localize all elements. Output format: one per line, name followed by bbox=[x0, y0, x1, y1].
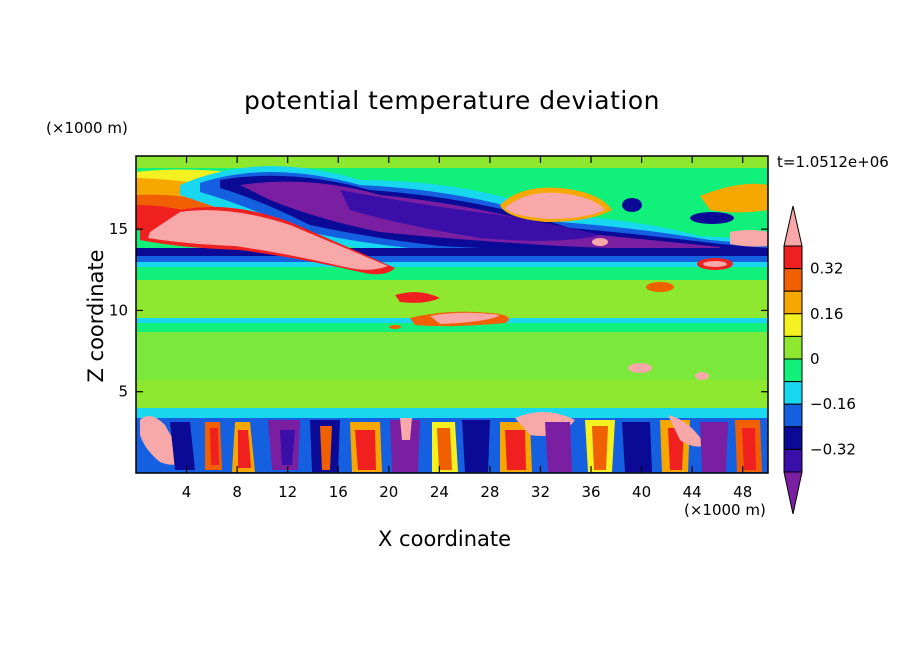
right-orange-cell bbox=[646, 282, 674, 292]
right-pink bbox=[730, 230, 768, 247]
x-tick-label: 28 bbox=[480, 483, 499, 501]
colorbar-swatch bbox=[783, 245, 803, 270]
colorbar-swatch bbox=[783, 335, 803, 360]
cold-purple-inner bbox=[340, 190, 600, 241]
colorbar-label: 0.32 bbox=[810, 260, 843, 278]
colorbar-label: 0.16 bbox=[810, 305, 843, 323]
right-blue-cell bbox=[622, 198, 642, 212]
colorbar-bottom-arrow bbox=[783, 471, 803, 515]
mid-pink-right bbox=[628, 363, 652, 373]
contour-field bbox=[136, 156, 768, 473]
colorbar-swatch bbox=[783, 381, 803, 405]
time-label: t=1.0512e+06 bbox=[777, 153, 889, 171]
right-pink-cell bbox=[703, 261, 727, 267]
y-tick-label: 5 bbox=[118, 383, 128, 401]
mid-streak-3 bbox=[389, 325, 401, 329]
x-tick-label: 20 bbox=[379, 483, 398, 501]
colorbar-swatch bbox=[783, 313, 803, 337]
band-light-green-mid bbox=[136, 332, 768, 380]
colorbar-top-arrow bbox=[783, 205, 803, 247]
colorbar: 0.32 0.16 0 −0.16 −0.32 bbox=[783, 205, 856, 515]
x-tick-label: 12 bbox=[278, 483, 297, 501]
y-tick-label: 10 bbox=[109, 301, 128, 319]
x-tick-label: 8 bbox=[232, 483, 242, 501]
x-tick-label: 44 bbox=[683, 483, 702, 501]
plot-frame bbox=[135, 155, 769, 474]
warm-cell-pink bbox=[505, 192, 605, 219]
x-tick-label: 24 bbox=[430, 483, 449, 501]
colorbar-swatch bbox=[783, 358, 803, 383]
x-tick-label: 4 bbox=[182, 483, 192, 501]
y-ticks: 5 10 15 bbox=[109, 220, 768, 401]
blue-layer-13km bbox=[136, 256, 768, 262]
right-orange bbox=[700, 183, 768, 213]
z-axis-units: (×1000 m) bbox=[46, 119, 128, 137]
colorbar-swatch bbox=[783, 403, 803, 428]
x-tick-label: 32 bbox=[531, 483, 550, 501]
cyan-layer-13km bbox=[136, 262, 768, 267]
colorbar-label: 0 bbox=[810, 350, 820, 368]
colorbar-label: −0.16 bbox=[810, 395, 856, 413]
blue-layer-14km bbox=[136, 248, 768, 256]
top-band bbox=[136, 156, 768, 168]
y-tick-label: 15 bbox=[109, 220, 128, 238]
colorbar-swatch bbox=[783, 426, 803, 450]
x-tick-label: 40 bbox=[632, 483, 651, 501]
x-ticks: 4 8 12 16 20 24 28 32 36 40 44 48 bbox=[182, 156, 752, 501]
mid-streak-1 bbox=[395, 292, 440, 303]
warm-plume-pink bbox=[148, 210, 388, 270]
band-light-green-lower bbox=[136, 380, 768, 410]
x-axis-units: (×1000 m) bbox=[684, 501, 766, 519]
colorbar-label: −0.32 bbox=[810, 440, 856, 458]
colorbar-swatch bbox=[783, 268, 803, 292]
mid-pink-dot bbox=[592, 238, 608, 246]
right-blue-cell-2 bbox=[690, 212, 734, 224]
x-tick-label: 48 bbox=[733, 483, 752, 501]
mid-pink-right-2 bbox=[695, 372, 709, 380]
x-tick-label: 36 bbox=[581, 483, 600, 501]
lower-convective-cells bbox=[140, 411, 762, 472]
colorbar-swatch bbox=[783, 290, 803, 315]
colorbar-swatch bbox=[783, 448, 803, 473]
x-tick-label: 16 bbox=[329, 483, 348, 501]
x-axis-label: X coordinate bbox=[378, 527, 512, 551]
chart-title: potential temperature deviation bbox=[244, 86, 660, 115]
mid-streak-2 bbox=[430, 312, 500, 324]
